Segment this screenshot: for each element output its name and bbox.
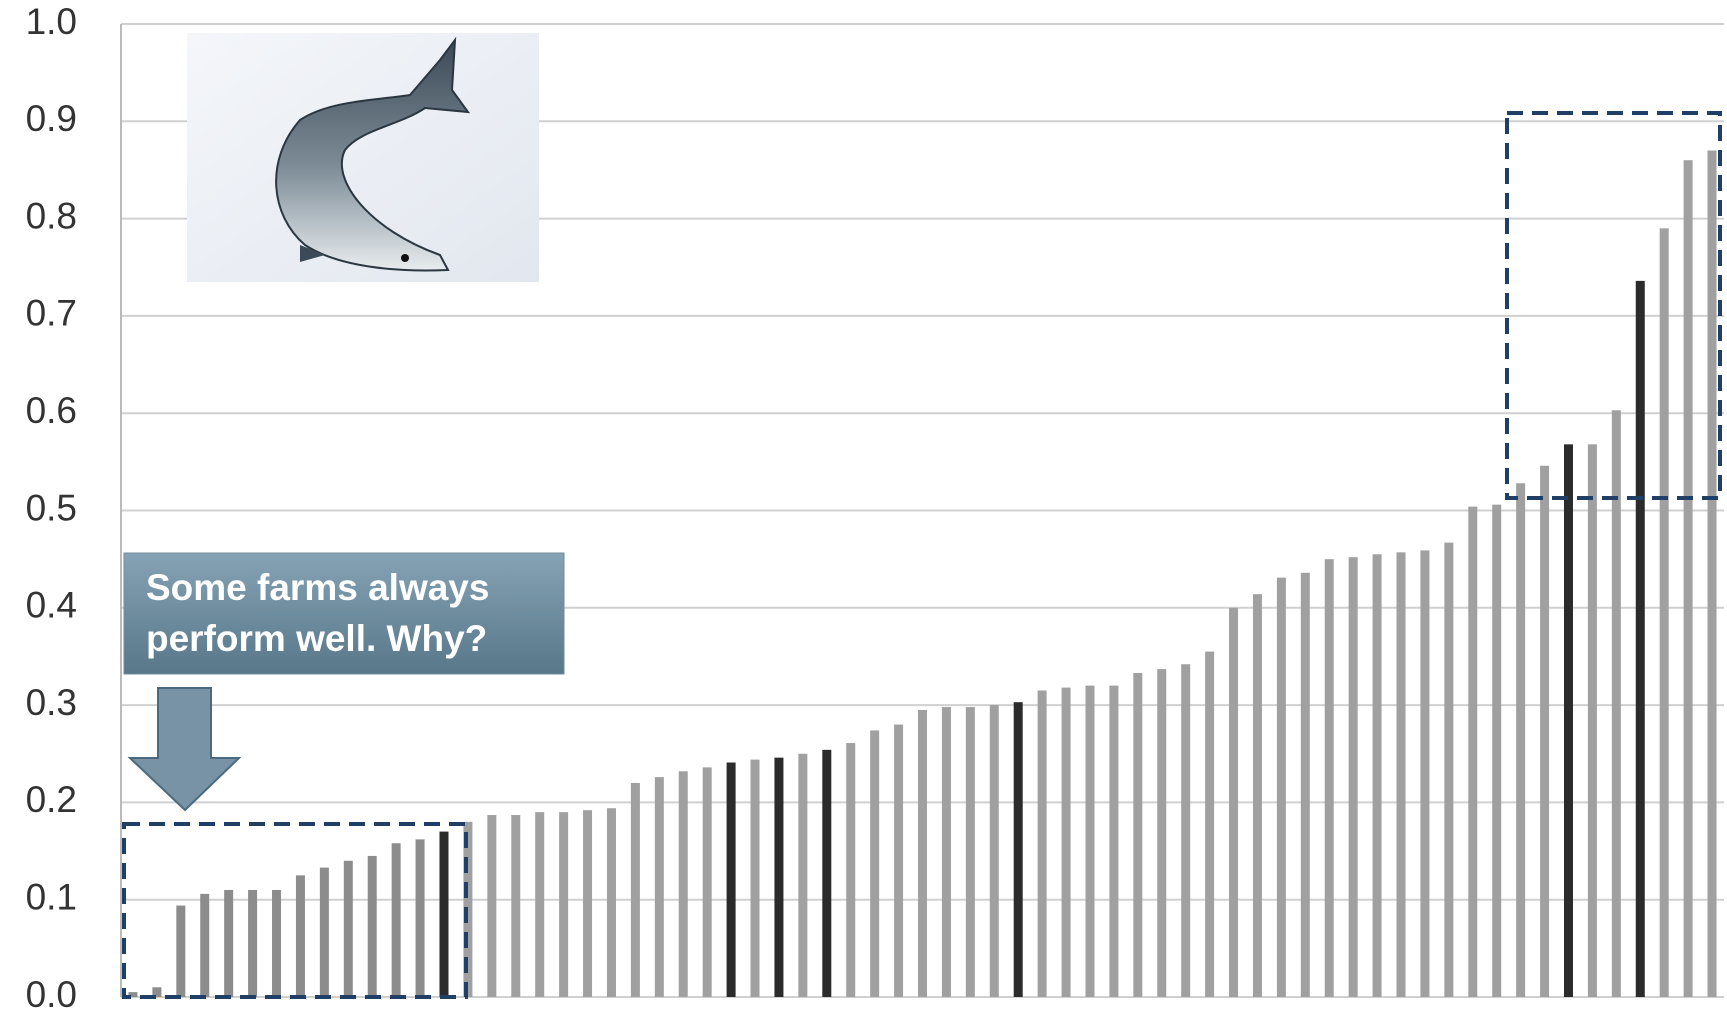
bar xyxy=(702,767,712,997)
bar xyxy=(1061,687,1071,997)
bar xyxy=(343,860,353,997)
bar xyxy=(152,987,162,997)
bar xyxy=(1659,228,1669,997)
annotation-line: perform well. Why? xyxy=(146,618,487,659)
bar xyxy=(176,905,186,997)
bar xyxy=(798,753,808,997)
y-tick-label: 0.3 xyxy=(26,682,77,723)
bar xyxy=(1324,559,1334,997)
bar xyxy=(295,875,305,997)
y-tick-label: 0.4 xyxy=(26,585,77,626)
bar xyxy=(583,810,593,997)
bar xyxy=(128,992,138,997)
bar xyxy=(1611,410,1621,997)
grid: 0.0 0.1 0.2 0.3 0.4 0.5 0.6 0.7 0.8 0.9 1.0 xyxy=(26,1,1724,1013)
bar xyxy=(1540,465,1550,997)
bar xyxy=(918,709,927,997)
bar xyxy=(1109,685,1119,997)
y-tick-label: 0.9 xyxy=(26,98,77,139)
bar xyxy=(1516,483,1526,998)
bar xyxy=(367,855,377,997)
bar xyxy=(1181,664,1191,997)
bar xyxy=(272,889,282,997)
annotation-line: Some farms always xyxy=(146,567,489,608)
bar xyxy=(1133,672,1143,997)
bar xyxy=(774,757,784,997)
bar xyxy=(1205,651,1215,997)
y-tick-label: 0.6 xyxy=(26,390,77,431)
bar xyxy=(894,724,904,997)
y-tick-label: 0.5 xyxy=(26,487,77,528)
bar xyxy=(1420,550,1430,997)
bar xyxy=(1396,552,1406,997)
annotation: Some farms always perform well. Why? xyxy=(123,552,565,675)
bar xyxy=(870,730,880,997)
y-tick-label: 0.7 xyxy=(26,293,77,334)
bar xyxy=(1587,444,1597,997)
bar xyxy=(1276,577,1286,997)
fish-picture xyxy=(187,33,539,282)
bar xyxy=(391,843,401,997)
bar xyxy=(941,707,951,997)
bar xyxy=(750,759,760,997)
bar xyxy=(487,815,497,997)
bar xyxy=(1013,702,1023,997)
bar xyxy=(1300,572,1310,997)
bar xyxy=(200,893,210,997)
bar xyxy=(1348,557,1358,997)
bar xyxy=(559,812,569,997)
bar xyxy=(1635,280,1645,997)
y-tick-label: 0.2 xyxy=(26,779,77,820)
bar xyxy=(439,831,449,997)
bar xyxy=(1444,542,1454,997)
bar xyxy=(1707,150,1717,998)
bar xyxy=(1372,554,1382,997)
arrow xyxy=(127,687,242,812)
bar xyxy=(1085,685,1095,997)
bar xyxy=(224,889,234,997)
y-tick-label: 0.0 xyxy=(26,974,77,1013)
bar xyxy=(319,867,329,997)
y-tick-label: 1.0 xyxy=(26,1,77,42)
bar xyxy=(606,808,616,997)
bar xyxy=(846,743,856,997)
bar xyxy=(678,771,688,997)
bar xyxy=(630,782,640,997)
bar xyxy=(1037,690,1047,997)
bars xyxy=(128,150,1717,998)
bar xyxy=(726,762,736,997)
highlight-boxes xyxy=(122,111,1722,999)
bar xyxy=(1563,444,1573,997)
bar xyxy=(1157,669,1167,997)
bar xyxy=(1492,504,1502,997)
bar xyxy=(1683,160,1693,998)
bar xyxy=(654,777,664,997)
bar xyxy=(535,812,545,997)
bar xyxy=(1252,594,1262,997)
y-tick-label: 0.1 xyxy=(26,876,77,917)
bar xyxy=(511,815,521,997)
bar xyxy=(965,707,975,997)
y-tick-label: 0.8 xyxy=(26,195,77,236)
bar xyxy=(989,705,999,997)
bar xyxy=(248,889,258,997)
bar xyxy=(415,839,425,997)
bar xyxy=(1229,607,1239,997)
bar xyxy=(822,749,832,997)
bar xyxy=(1468,506,1478,997)
